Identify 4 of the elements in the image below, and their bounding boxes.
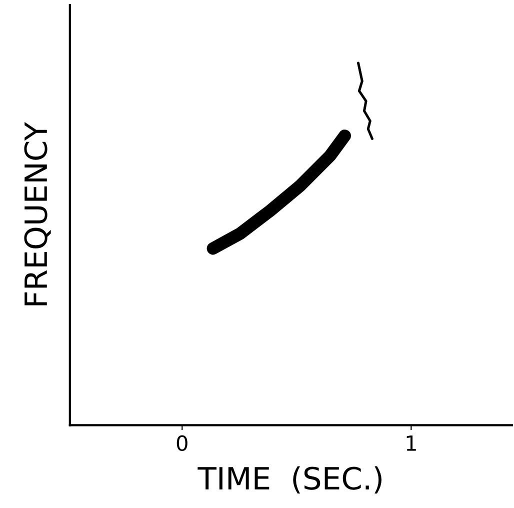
y-axis-title: FREQUENCY	[24, 122, 51, 306]
x-axis-title: TIME (SEC.)	[198, 466, 382, 494]
x-tick-label: 0	[176, 435, 188, 452]
x-tick-label: 1	[406, 436, 416, 451]
